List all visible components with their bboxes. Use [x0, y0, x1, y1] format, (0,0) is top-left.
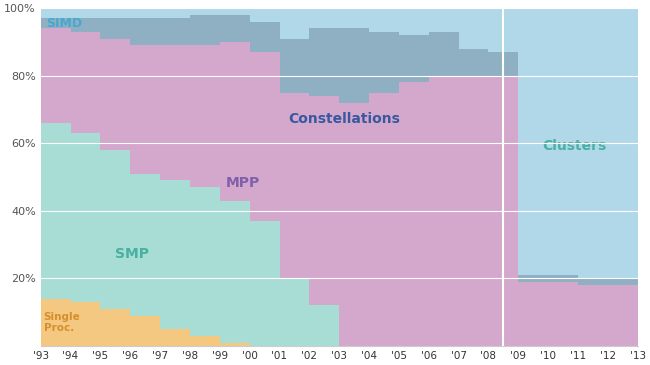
Text: Clusters: Clusters [542, 139, 606, 153]
Text: Single
Proc.: Single Proc. [44, 311, 81, 333]
Text: MPP: MPP [226, 176, 260, 190]
Text: Constellations: Constellations [289, 112, 400, 126]
Text: SMP: SMP [115, 247, 150, 261]
Text: SIMD: SIMD [47, 17, 83, 30]
